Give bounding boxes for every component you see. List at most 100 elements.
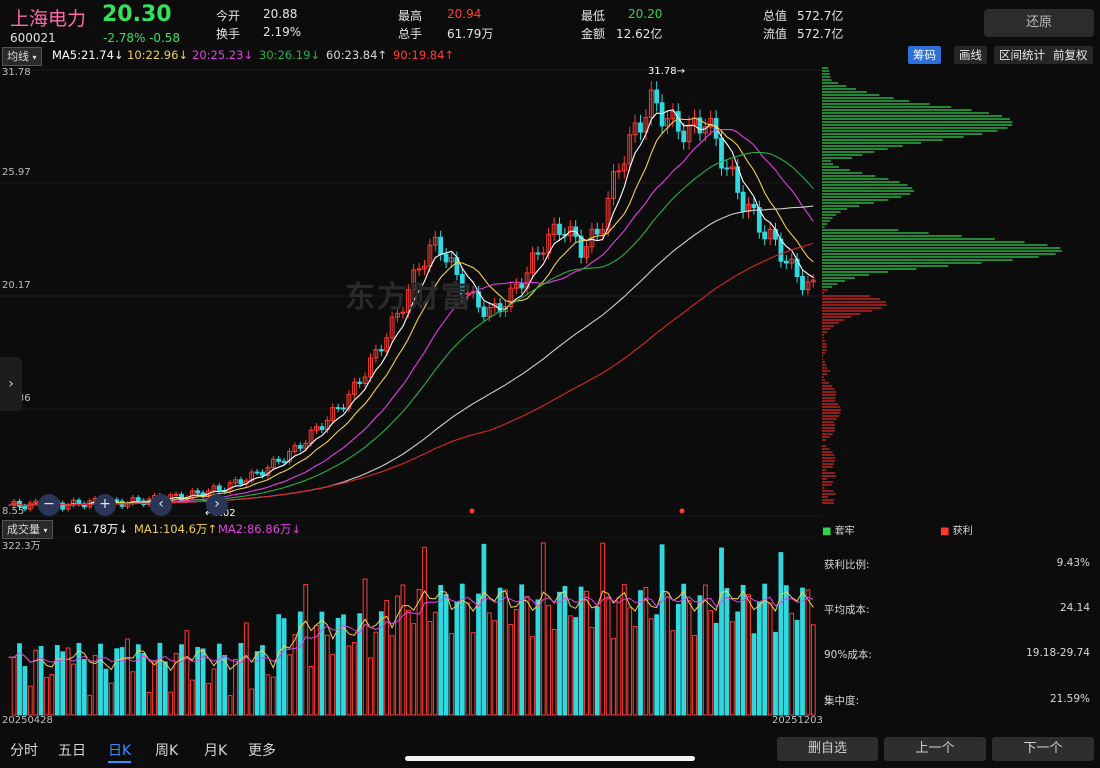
candle-body xyxy=(292,445,298,452)
volume-bar xyxy=(670,630,676,716)
volume-bar xyxy=(432,611,438,716)
volume-bar xyxy=(557,591,562,716)
avg-cost-label: 平均成本: xyxy=(824,604,870,616)
volume-bar xyxy=(211,668,217,716)
candle-body xyxy=(540,252,546,255)
pan-right-icon[interactable]: › xyxy=(206,494,228,516)
volume-bar xyxy=(195,647,201,716)
volume-ma-line xyxy=(8,595,814,664)
volume-bar xyxy=(330,653,336,716)
draw-line-button[interactable]: 画线 xyxy=(954,46,987,64)
next-stock-button[interactable]: 下一个 xyxy=(992,737,1094,761)
vol-ma1-value: MA1:104.6万↑ xyxy=(134,522,218,536)
range-stats-button[interactable]: 区间统计 xyxy=(994,46,1050,64)
volume-bar xyxy=(740,584,746,716)
volume-bar xyxy=(222,655,228,716)
volume-bar xyxy=(594,606,600,716)
volume-bar xyxy=(675,603,681,716)
tab-five-day[interactable]: 五日 xyxy=(58,743,86,759)
ma-selector[interactable]: 均线 ▾ xyxy=(2,47,42,66)
volume-bar xyxy=(346,645,352,716)
zoom-in-icon[interactable]: + xyxy=(94,494,116,516)
volume-bar xyxy=(179,644,184,716)
volume-bar xyxy=(416,588,422,716)
volume-chart[interactable] xyxy=(0,537,820,717)
open-value: 20.88 xyxy=(263,7,298,21)
volume-selector[interactable]: 成交量 ▾ xyxy=(2,520,53,539)
candle-body xyxy=(384,337,390,352)
volume-bar xyxy=(324,634,330,716)
candle-body xyxy=(357,381,363,384)
volume-bar xyxy=(33,649,39,716)
candle-body xyxy=(459,273,465,295)
volume-bar xyxy=(438,584,444,716)
volume-bar xyxy=(233,658,238,716)
candle-body xyxy=(621,163,627,172)
chips-button[interactable]: 筹码 xyxy=(908,46,941,64)
volume-bar xyxy=(508,623,514,716)
legend-trapped-label: 套牢 xyxy=(834,526,855,537)
volume-bar xyxy=(173,652,179,716)
candle-body xyxy=(638,122,643,133)
ma90-line xyxy=(8,242,814,507)
candle-body xyxy=(216,485,222,491)
chevron-down-icon: ▾ xyxy=(32,53,37,62)
volume-bar xyxy=(767,602,773,716)
candle-body xyxy=(708,118,714,128)
low-value: 20.20 xyxy=(628,7,663,21)
tab-monthly-k[interactable]: 月K xyxy=(204,743,228,759)
candle-body xyxy=(76,499,82,505)
remove-watchlist-button[interactable]: 删自选 xyxy=(777,737,878,761)
volume-bar xyxy=(378,611,384,716)
volume-bar xyxy=(735,611,741,716)
volume-bar xyxy=(108,682,114,716)
candle-body xyxy=(60,502,66,510)
candle-body xyxy=(362,376,368,384)
volume-bar xyxy=(708,610,714,716)
chip-distribution-chart xyxy=(822,67,1062,504)
pan-left-icon[interactable]: ‹ xyxy=(150,494,172,516)
candle-body xyxy=(173,493,179,496)
candle-body xyxy=(389,316,395,339)
volume-bar xyxy=(135,644,141,716)
chevron-right-icon[interactable]: › xyxy=(0,357,22,411)
candle-body xyxy=(395,312,400,318)
profit-ratio-value: 9.43% xyxy=(1056,557,1090,569)
zoom-out-icon[interactable]: − xyxy=(38,494,60,516)
volume-bar xyxy=(146,691,152,716)
tab-daily-k[interactable]: 日K xyxy=(108,740,132,763)
volume-bar xyxy=(621,584,627,716)
volume-bar xyxy=(238,642,244,716)
candle-body xyxy=(492,303,498,309)
tab-more[interactable]: 更多 xyxy=(248,743,276,759)
volume-bar xyxy=(249,688,255,716)
low-label: 最低 xyxy=(581,9,606,23)
tab-weekly-k[interactable]: 周K xyxy=(155,743,179,759)
candle-body xyxy=(378,349,384,352)
volume-bar xyxy=(357,613,363,716)
candle-body xyxy=(330,407,336,421)
restore-button[interactable]: 还原 xyxy=(984,9,1094,37)
candle-body xyxy=(432,236,438,246)
candle-body xyxy=(535,252,541,255)
volume-bar xyxy=(92,654,98,716)
volume-bar xyxy=(141,653,147,716)
volume-bar xyxy=(168,691,174,716)
candle-body xyxy=(584,246,589,258)
pre-adjust-button[interactable]: 前复权 xyxy=(1048,46,1093,64)
date-start: 20250428 xyxy=(2,715,53,726)
volume-bar xyxy=(54,645,60,716)
prev-stock-button[interactable]: 上一个 xyxy=(884,737,986,761)
candle-body xyxy=(373,349,379,359)
candle-body xyxy=(767,228,773,240)
candle-body xyxy=(800,275,805,291)
float-cap-label: 流值 xyxy=(763,27,788,41)
candle-body xyxy=(670,111,676,120)
ma90-value: 90:19.84↑ xyxy=(393,48,455,62)
candle-body xyxy=(681,130,687,143)
volume-bar xyxy=(60,651,66,716)
tab-intraday[interactable]: 分时 xyxy=(10,743,38,759)
stock-price: 20.30 xyxy=(102,2,172,27)
candle-body xyxy=(33,500,39,504)
candle-body xyxy=(260,471,265,476)
